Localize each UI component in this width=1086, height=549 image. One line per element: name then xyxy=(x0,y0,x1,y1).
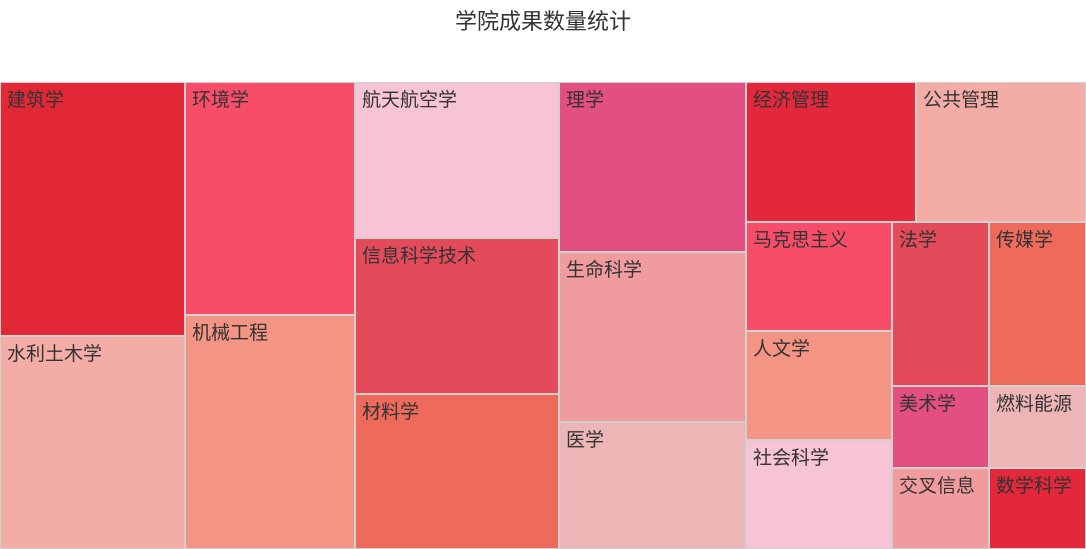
treemap-tile-label: 交叉信息 xyxy=(899,475,976,497)
treemap-tile[interactable]: 马克思主义 xyxy=(746,222,892,331)
treemap-tile-label: 环境学 xyxy=(192,89,250,111)
treemap-tile[interactable]: 材料学 xyxy=(355,394,559,549)
treemap-tile[interactable]: 燃料能源 xyxy=(989,386,1086,468)
treemap-tile-label: 材料学 xyxy=(362,401,420,423)
treemap-tile-label: 马克思主义 xyxy=(753,229,849,251)
treemap-tile-label: 美术学 xyxy=(899,393,957,415)
treemap-tile[interactable]: 数学科学 xyxy=(989,468,1086,549)
treemap-tile-label: 人文学 xyxy=(753,338,811,360)
treemap-tile[interactable]: 水利土木学 xyxy=(0,336,185,549)
treemap-tile-label: 信息科学技术 xyxy=(362,245,477,267)
treemap-tile[interactable]: 人文学 xyxy=(746,331,892,440)
treemap-tile-label: 公共管理 xyxy=(923,89,1000,111)
treemap-tile[interactable]: 经济管理 xyxy=(746,82,916,222)
treemap-tile[interactable]: 信息科学技术 xyxy=(355,238,559,394)
treemap-tile-label: 燃料能源 xyxy=(996,393,1073,415)
treemap-tile[interactable]: 建筑学 xyxy=(0,82,185,336)
treemap-tile[interactable]: 环境学 xyxy=(185,82,355,315)
treemap-tile-label: 经济管理 xyxy=(753,89,830,111)
treemap-tile[interactable]: 生命科学 xyxy=(559,252,746,422)
treemap-tile[interactable]: 医学 xyxy=(559,422,746,549)
treemap-tile-label: 机械工程 xyxy=(192,322,269,344)
treemap-tile[interactable]: 法学 xyxy=(892,222,989,386)
treemap-tile[interactable]: 传媒学 xyxy=(989,222,1086,386)
treemap-tile-label: 水利土木学 xyxy=(7,343,103,365)
treemap-tile-label: 理学 xyxy=(566,89,605,111)
treemap-tile[interactable]: 航天航空学 xyxy=(355,82,559,238)
chart-title: 学院成果数量统计 xyxy=(454,10,631,35)
treemap-tile[interactable]: 社会科学 xyxy=(746,440,892,549)
treemap-tile[interactable]: 机械工程 xyxy=(185,315,355,549)
treemap-tile-label: 建筑学 xyxy=(7,89,65,111)
treemap-tile-label: 法学 xyxy=(899,229,938,251)
treemap-tile-label: 社会科学 xyxy=(753,447,830,469)
treemap-tile-label: 航天航空学 xyxy=(362,89,458,111)
treemap-tile[interactable]: 理学 xyxy=(559,82,746,252)
treemap-tile[interactable]: 交叉信息 xyxy=(892,468,989,549)
treemap-tile[interactable]: 公共管理 xyxy=(916,82,1086,222)
treemap-chart: 建筑学水利土木学 环境学机械工程 航天航空学信息科学技术 材料学 理学生命科学医学 经济管… xyxy=(0,82,1086,549)
treemap-tile-label: 生命科学 xyxy=(566,259,643,281)
treemap-tile-label: 数学科学 xyxy=(996,475,1073,497)
treemap-tile[interactable]: 美术学 xyxy=(892,386,989,468)
treemap-tile-label: 传媒学 xyxy=(996,229,1054,251)
treemap-tile-label: 医学 xyxy=(566,429,605,451)
